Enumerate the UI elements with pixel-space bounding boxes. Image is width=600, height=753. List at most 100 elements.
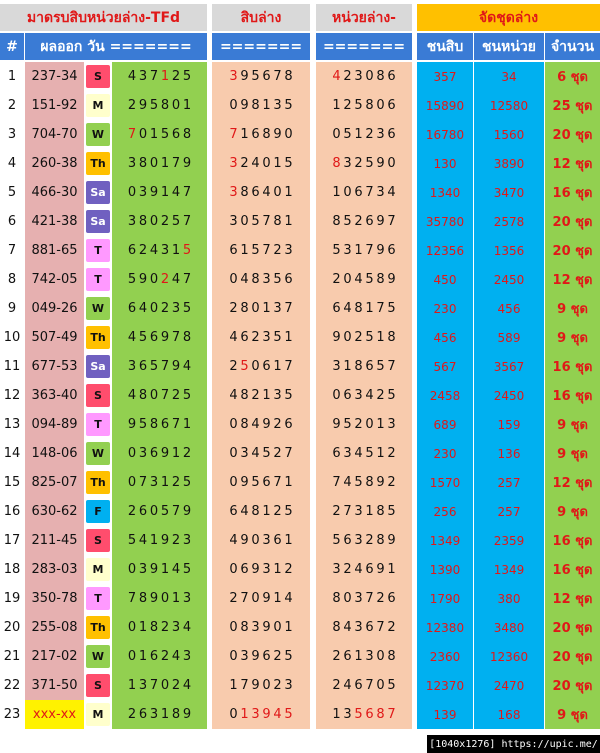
set-count: 20 ชุด <box>545 120 600 149</box>
digit: 3 <box>354 504 363 519</box>
digit: 2 <box>273 417 282 432</box>
digit: 1 <box>149 533 159 548</box>
digit: 8 <box>138 591 148 606</box>
row-number: 21 <box>0 642 24 671</box>
digit: 2 <box>332 649 341 664</box>
digit: 6 <box>387 69 396 84</box>
digit: 0 <box>229 562 238 577</box>
digit: 1 <box>365 504 374 519</box>
digit: 3 <box>262 562 271 577</box>
digit: 6 <box>127 301 137 316</box>
table-row: 4 260-38 Th 3 8 0 1 7 9 3 2 4 0 1 5 8 3 2 5 9 0 130 3890 12 ชุด <box>0 149 600 178</box>
units-set: 1349 <box>474 555 544 584</box>
digit: 1 <box>284 533 293 548</box>
digit: 2 <box>182 446 192 461</box>
set-count: 20 ชุด <box>545 613 600 642</box>
tens-set: 12370 <box>417 671 473 700</box>
title-tens: สิบล่าง <box>212 4 310 31</box>
table-row: 15 825-07 Th 0 7 3 1 2 5 0 9 5 6 7 1 7 4 5 8 9 2 1570 257 12 ชุ… <box>0 468 600 497</box>
digit: 0 <box>149 214 159 229</box>
digit: 6 <box>229 504 238 519</box>
digit: 7 <box>376 301 385 316</box>
digit: 6 <box>284 417 293 432</box>
set-count: 16 ชุด <box>545 526 600 555</box>
digit: 0 <box>251 359 260 374</box>
digit: 2 <box>387 475 396 490</box>
digit: 2 <box>160 272 170 287</box>
units-set: 257 <box>474 497 544 526</box>
set-count: 9 ชุด <box>545 410 600 439</box>
set-count: 16 ชุด <box>545 352 600 381</box>
digit: 0 <box>127 620 137 635</box>
row-number: 20 <box>0 613 24 642</box>
day-badge: T <box>86 268 110 291</box>
digit: 6 <box>138 504 148 519</box>
digit: 3 <box>182 649 192 664</box>
tens-set: 1570 <box>417 468 473 497</box>
digit: 9 <box>273 127 282 142</box>
digit: 6 <box>138 359 148 374</box>
digit: 0 <box>229 272 238 287</box>
digit: 4 <box>354 446 363 461</box>
units-set: 3480 <box>474 613 544 642</box>
digit: 1 <box>171 243 181 258</box>
set-count: 9 ชุด <box>545 700 600 729</box>
digit: 0 <box>262 678 271 693</box>
digit: 2 <box>284 562 293 577</box>
set-count: 16 ชุด <box>545 381 600 410</box>
digit: 2 <box>251 388 260 403</box>
digit: 9 <box>376 475 385 490</box>
result-number: 466-30 <box>25 178 84 207</box>
digit: 1 <box>284 475 293 490</box>
set-count: 20 ชุด <box>545 671 600 700</box>
set-count: 12 ชุด <box>545 584 600 613</box>
digit: 6 <box>240 562 249 577</box>
digit: 3 <box>354 69 363 84</box>
digit: 7 <box>387 707 396 722</box>
digit: 4 <box>284 591 293 606</box>
digit: 1 <box>160 185 170 200</box>
tens-set: 230 <box>417 439 473 468</box>
digit: 7 <box>138 475 148 490</box>
digit: 3 <box>149 475 159 490</box>
result-number: 363-40 <box>25 381 84 410</box>
digit: 3 <box>160 243 170 258</box>
digit: 7 <box>171 330 181 345</box>
row-number: 9 <box>0 294 24 323</box>
digit: 4 <box>138 301 148 316</box>
digit: 0 <box>229 707 238 722</box>
digit: 1 <box>262 98 271 113</box>
digit: 3 <box>138 69 148 84</box>
units-eq-header: ======= <box>316 33 412 60</box>
day-badge: T <box>86 587 110 610</box>
day-badge: Sa <box>86 210 110 233</box>
digit: 3 <box>251 620 260 635</box>
digit: 5 <box>127 272 137 287</box>
digit: 8 <box>138 156 148 171</box>
day-badge: W <box>86 123 110 146</box>
digit: 2 <box>273 243 282 258</box>
digit: 2 <box>171 475 181 490</box>
digit: 9 <box>149 562 159 577</box>
digit: 6 <box>387 591 396 606</box>
digit: 4 <box>127 330 137 345</box>
digit: 3 <box>127 214 137 229</box>
digit: 1 <box>332 707 341 722</box>
digit: 7 <box>240 591 249 606</box>
digit: 0 <box>273 185 282 200</box>
tens-set: 1390 <box>417 555 473 584</box>
digit: 8 <box>365 475 374 490</box>
tens-set: 139 <box>417 700 473 729</box>
